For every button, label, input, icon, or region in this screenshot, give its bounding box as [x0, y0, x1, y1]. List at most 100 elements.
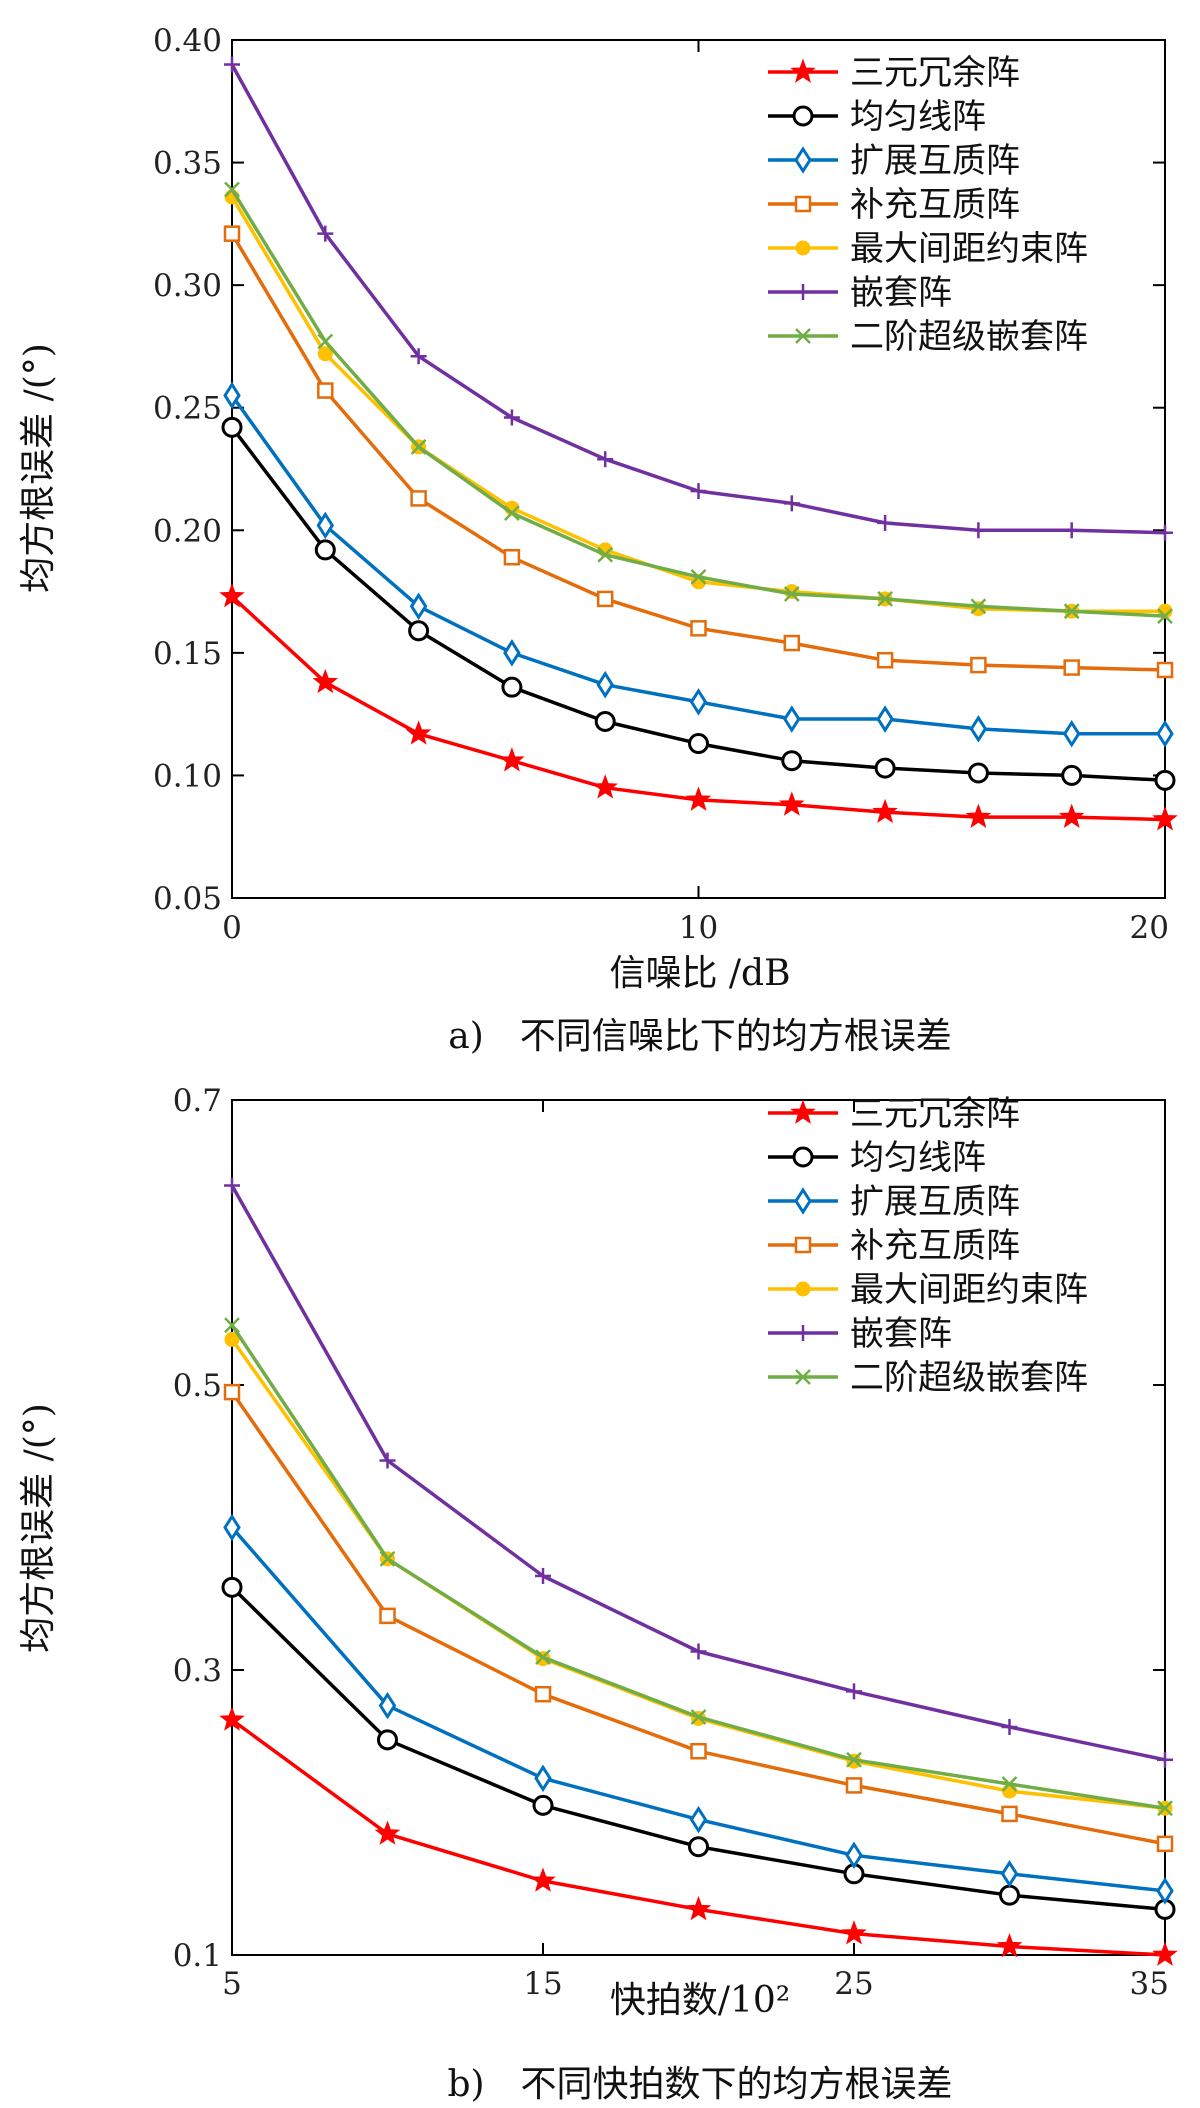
x-tick-label: 20: [1130, 910, 1169, 946]
plus-marker: [970, 522, 987, 539]
plus-marker: [690, 1643, 707, 1660]
star-marker: [530, 1867, 556, 1892]
x-marker-b: [504, 505, 520, 522]
x-tick-label: 0: [222, 910, 242, 946]
legend-item: 最大间距约束阵: [768, 1270, 1088, 1310]
legend-label: 三元冗余阵: [850, 53, 1020, 93]
diamond-marker: [223, 381, 241, 410]
plus-marker: [597, 451, 614, 468]
legend-item: 三元冗余阵: [768, 1094, 1020, 1134]
plus-marker: [1001, 1719, 1018, 1735]
x-axis-ticks: 0 10 20: [222, 40, 1169, 946]
series-line: [230, 426, 1166, 783]
x-marker: [690, 568, 707, 585]
x-marker: [379, 1550, 396, 1567]
diamond-marker: [794, 146, 812, 174]
series-plus: [224, 1177, 1173, 1768]
series-diamond: [223, 1513, 1174, 1905]
circle-marker: [874, 757, 896, 779]
series-dot: [224, 1331, 1173, 1816]
dot-marker: [317, 346, 333, 362]
circle-marker: [688, 1836, 709, 1858]
x-marker-b: [970, 598, 987, 615]
series-star: [219, 583, 1178, 831]
x-marker-b: [783, 586, 800, 602]
x-marker-b: [877, 591, 893, 607]
chart-panel-a: 0.05 0.10 0.15 0.20 0.25 0.30 0.35 0.40 0 10 20 三…: [18, 23, 1178, 1057]
x-tick-label: 35: [1130, 1966, 1169, 2002]
legend-item: 二阶超级嵌套阵: [768, 1358, 1088, 1398]
y-tick-label: 0.15: [153, 636, 222, 672]
star-marker: [872, 798, 898, 824]
chart-panel-b: 0.1 0.3 0.5 0.7 5 15 25 35 三元冗余阵均匀线阵扩展互质阵补充互质阵…: [18, 1083, 1178, 2105]
dot-marker: [970, 601, 986, 617]
star-marker: [996, 1933, 1023, 1958]
caption: a) 不同信噪比下的均方根误差: [448, 1016, 952, 1057]
series-group: [219, 56, 1178, 831]
x-marker-b: [410, 439, 427, 455]
star-marker: [779, 791, 805, 816]
dot-marker: [224, 1331, 240, 1347]
square-marker: [783, 634, 801, 652]
plus-marker: [224, 56, 240, 73]
y-tick-label: 0.40: [153, 23, 222, 59]
x-tick-label: 15: [523, 1966, 562, 2002]
x-marker: [1157, 1800, 1173, 1817]
legend-label: 补充互质阵: [850, 185, 1020, 225]
y-tick-label: 0.20: [153, 513, 222, 549]
x-marker-b: [690, 568, 707, 585]
y-tick-label: 0.7: [173, 1083, 222, 1119]
x-marker: [224, 1317, 240, 1334]
legend-item: 嵌套阵: [768, 273, 952, 313]
x-marker-b: [795, 1369, 811, 1385]
y-axis-ticks: 0.1 0.3 0.5 0.7: [173, 1083, 1165, 1974]
plus-marker: [846, 1683, 862, 1700]
x-marker-b: [1157, 608, 1173, 624]
legend-item: 三元冗余阵: [768, 53, 1020, 93]
x-marker: [504, 505, 520, 522]
star-marker: [374, 1820, 401, 1845]
series-line: [230, 1391, 1166, 1846]
circle-marker: [781, 750, 803, 772]
diamond-marker: [794, 1187, 812, 1215]
square-marker: [223, 1383, 241, 1401]
legend-item: 补充互质阵: [768, 1226, 1020, 1266]
x-marker-b: [224, 1317, 240, 1334]
legend-label: 二阶超级嵌套阵: [850, 1358, 1088, 1398]
y-tick-label: 0.5: [173, 1368, 222, 1404]
x-marker: [535, 1649, 551, 1666]
square-marker: [794, 1236, 812, 1254]
y-tick-label: 0.1: [173, 1938, 222, 1974]
plus-marker: [795, 284, 811, 300]
series-square: [223, 225, 1174, 679]
series-line: [230, 1338, 1166, 1810]
legend-label: 二阶超级嵌套阵: [850, 317, 1088, 357]
circle-marker: [792, 105, 814, 127]
x-marker: [1001, 1776, 1018, 1792]
series-star: [219, 1706, 1178, 1966]
legend-label: 扩展互质阵: [850, 141, 1020, 181]
x-tick-label: 5: [222, 1966, 242, 2002]
star-marker: [1152, 1941, 1178, 1966]
x-tick-label: 25: [834, 1966, 873, 2002]
star-marker: [499, 747, 525, 772]
square-marker: [1156, 1835, 1174, 1853]
x-marker: [1063, 603, 1080, 620]
legend-item: 均匀线阵: [768, 97, 986, 137]
circle-marker: [408, 620, 430, 642]
x-marker-b: [224, 181, 240, 198]
y-tick-label: 0.10: [153, 758, 222, 794]
legend-label: 扩展互质阵: [850, 1182, 1020, 1222]
circle-marker: [501, 676, 523, 698]
legend-label: 三元冗余阵: [850, 1094, 1020, 1134]
circle-marker: [688, 733, 709, 755]
star-marker: [790, 1099, 816, 1124]
diamond-marker: [316, 511, 335, 540]
circle-marker: [314, 539, 336, 561]
x-marker-b: [1001, 1776, 1018, 1792]
x-tick-label: 10: [679, 910, 718, 946]
square-marker: [845, 1777, 863, 1794]
diamond-marker: [689, 688, 708, 716]
